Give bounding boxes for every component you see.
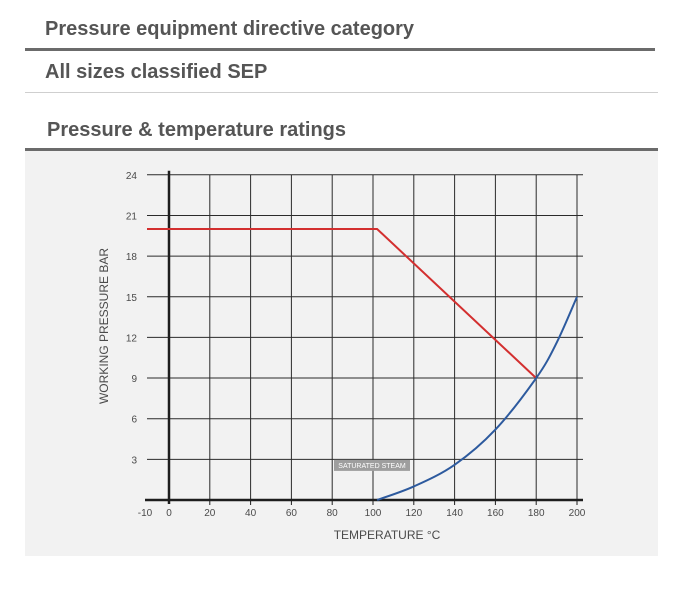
x-tick-label: 60 bbox=[286, 508, 298, 519]
ped-category-heading: Pressure equipment directive category bbox=[45, 18, 415, 40]
x-tick-label: 100 bbox=[365, 508, 382, 519]
y-tick-label: 6 bbox=[131, 415, 137, 426]
x-tick-label: -10 bbox=[138, 508, 153, 519]
x-tick-label: 120 bbox=[405, 508, 422, 519]
pressure-temperature-chart: -10 0 20 40 60 80 100 120 140 160 180 200 3 6 9 12 15 18 2… bbox=[25, 151, 658, 556]
chart-background bbox=[25, 151, 658, 556]
y-tick-label: 12 bbox=[126, 333, 138, 344]
chart-axes bbox=[145, 170, 583, 504]
y-tick-label: 24 bbox=[126, 171, 138, 182]
x-tick-label: 200 bbox=[569, 508, 586, 519]
chart-series bbox=[147, 228, 578, 501]
saturated-steam-curve bbox=[376, 296, 578, 501]
x-tick-label: 20 bbox=[204, 508, 216, 519]
y-tick-label: 21 bbox=[126, 211, 138, 222]
heading-divider bbox=[25, 48, 655, 51]
chart-grid bbox=[147, 174, 583, 500]
classification-heading: All sizes classified SEP bbox=[45, 61, 268, 83]
section-divider bbox=[25, 92, 658, 93]
x-tick-label: 160 bbox=[487, 508, 504, 519]
x-tick-label: 180 bbox=[528, 508, 545, 519]
x-tick-label: 80 bbox=[327, 508, 339, 519]
chart-annotations: SATURATED STEAM bbox=[334, 459, 410, 471]
saturated-steam-label: SATURATED STEAM bbox=[338, 463, 406, 470]
y-tick-label: 3 bbox=[131, 455, 137, 466]
pressure-rating-line bbox=[147, 228, 537, 379]
ratings-heading: Pressure & temperature ratings bbox=[47, 119, 347, 141]
y-tick-label: 15 bbox=[126, 293, 138, 304]
x-tick-label: 0 bbox=[166, 508, 172, 519]
chart-ticks: -10 0 20 40 60 80 100 120 140 160 180 200 3 6 9 12 15 18 2… bbox=[126, 171, 586, 519]
x-tick-label: 140 bbox=[446, 508, 463, 519]
saturated-steam-label-box bbox=[334, 459, 410, 471]
ratings-divider bbox=[25, 148, 658, 151]
y-tick-label: 18 bbox=[126, 252, 138, 263]
y-axis-label: WORKING PRESSURE BAR bbox=[97, 248, 111, 404]
y-tick-label: 9 bbox=[131, 374, 137, 385]
x-tick-label: 40 bbox=[245, 508, 257, 519]
x-axis-label: TEMPERATURE °C bbox=[334, 528, 441, 542]
